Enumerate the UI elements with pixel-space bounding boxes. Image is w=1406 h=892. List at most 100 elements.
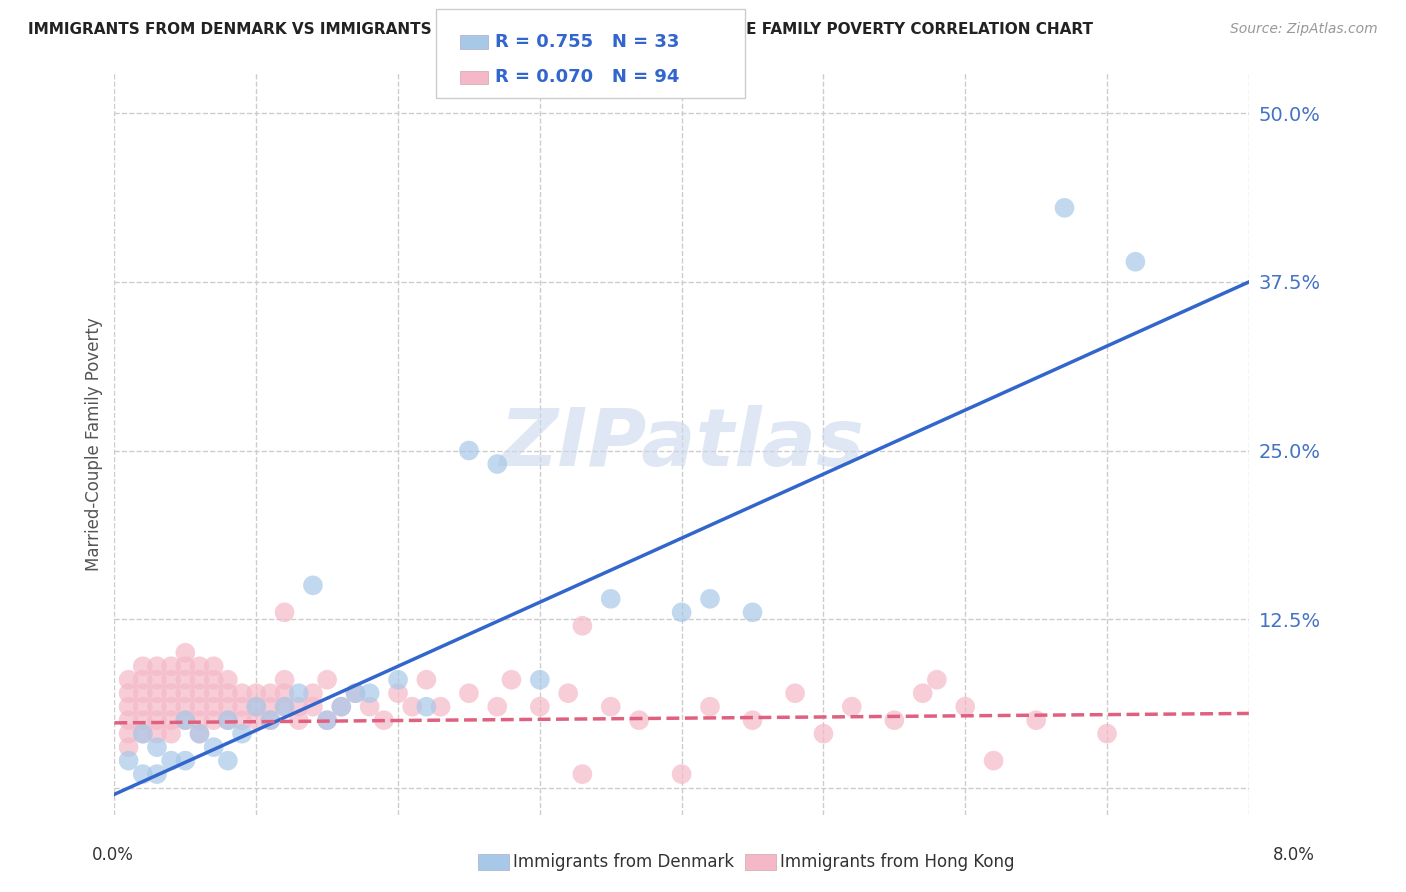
Point	[188, 713, 211, 727]
Point	[599, 699, 621, 714]
Text: 8.0%: 8.0%	[1272, 846, 1315, 863]
Point	[415, 673, 437, 687]
Point	[146, 686, 169, 700]
Point	[1095, 726, 1118, 740]
Text: ZIPatlas: ZIPatlas	[499, 405, 865, 483]
Point	[911, 686, 934, 700]
Point	[117, 740, 139, 755]
Point	[202, 673, 225, 687]
Point	[217, 713, 239, 727]
Point	[174, 659, 197, 673]
Point	[287, 686, 309, 700]
Point	[132, 726, 155, 740]
Point	[117, 673, 139, 687]
Point	[741, 605, 763, 619]
Point	[571, 767, 593, 781]
Point	[174, 713, 197, 727]
Point	[925, 673, 948, 687]
Point	[302, 686, 325, 700]
Point	[330, 699, 353, 714]
Point	[245, 713, 267, 727]
Point	[202, 686, 225, 700]
Point	[188, 673, 211, 687]
Point	[245, 699, 267, 714]
Point	[458, 443, 481, 458]
Point	[344, 686, 367, 700]
Point	[174, 713, 197, 727]
Point	[287, 713, 309, 727]
Point	[188, 726, 211, 740]
Point	[245, 686, 267, 700]
Point	[273, 686, 295, 700]
Point	[671, 767, 693, 781]
Point	[117, 754, 139, 768]
Point	[146, 726, 169, 740]
Point	[273, 699, 295, 714]
Text: IMMIGRANTS FROM DENMARK VS IMMIGRANTS FROM HONG KONG MARRIED-COUPLE FAMILY POVER: IMMIGRANTS FROM DENMARK VS IMMIGRANTS FR…	[28, 22, 1092, 37]
Point	[231, 726, 253, 740]
Text: Source: ZipAtlas.com: Source: ZipAtlas.com	[1230, 22, 1378, 37]
Point	[486, 699, 509, 714]
Text: Immigrants from Denmark: Immigrants from Denmark	[513, 853, 734, 871]
Point	[373, 713, 395, 727]
Point	[501, 673, 523, 687]
Point	[160, 673, 183, 687]
Point	[259, 699, 281, 714]
Point	[486, 457, 509, 471]
Point	[132, 699, 155, 714]
Point	[217, 713, 239, 727]
Point	[259, 686, 281, 700]
Point	[202, 659, 225, 673]
Point	[174, 699, 197, 714]
Point	[359, 699, 381, 714]
Point	[146, 673, 169, 687]
Point	[302, 578, 325, 592]
Point	[259, 713, 281, 727]
Point	[174, 686, 197, 700]
Point	[202, 713, 225, 727]
Point	[146, 767, 169, 781]
Point	[1053, 201, 1076, 215]
Y-axis label: Married-Couple Family Poverty: Married-Couple Family Poverty	[86, 317, 103, 571]
Point	[529, 699, 551, 714]
Point	[529, 673, 551, 687]
Point	[783, 686, 806, 700]
Point	[217, 673, 239, 687]
Point	[287, 699, 309, 714]
Point	[429, 699, 451, 714]
Point	[132, 686, 155, 700]
Point	[160, 754, 183, 768]
Point	[813, 726, 835, 740]
Point	[699, 699, 721, 714]
Point	[132, 767, 155, 781]
Point	[359, 686, 381, 700]
Point	[160, 699, 183, 714]
Text: R = 0.070   N = 94: R = 0.070 N = 94	[495, 69, 679, 87]
Point	[415, 699, 437, 714]
Point	[217, 754, 239, 768]
Point	[188, 686, 211, 700]
Point	[883, 713, 905, 727]
Point	[146, 659, 169, 673]
Point	[316, 673, 339, 687]
Point	[231, 713, 253, 727]
Point	[188, 699, 211, 714]
Point	[699, 591, 721, 606]
Point	[132, 726, 155, 740]
Point	[1125, 254, 1147, 268]
Text: 0.0%: 0.0%	[91, 846, 134, 863]
Point	[245, 699, 267, 714]
Point	[160, 659, 183, 673]
Point	[273, 673, 295, 687]
Point	[387, 686, 409, 700]
Point	[231, 686, 253, 700]
Point	[231, 699, 253, 714]
Point	[146, 713, 169, 727]
Point	[146, 740, 169, 755]
Point	[259, 713, 281, 727]
Point	[160, 713, 183, 727]
Point	[571, 619, 593, 633]
Point	[160, 726, 183, 740]
Point	[117, 713, 139, 727]
Text: R = 0.755   N = 33: R = 0.755 N = 33	[495, 33, 679, 51]
